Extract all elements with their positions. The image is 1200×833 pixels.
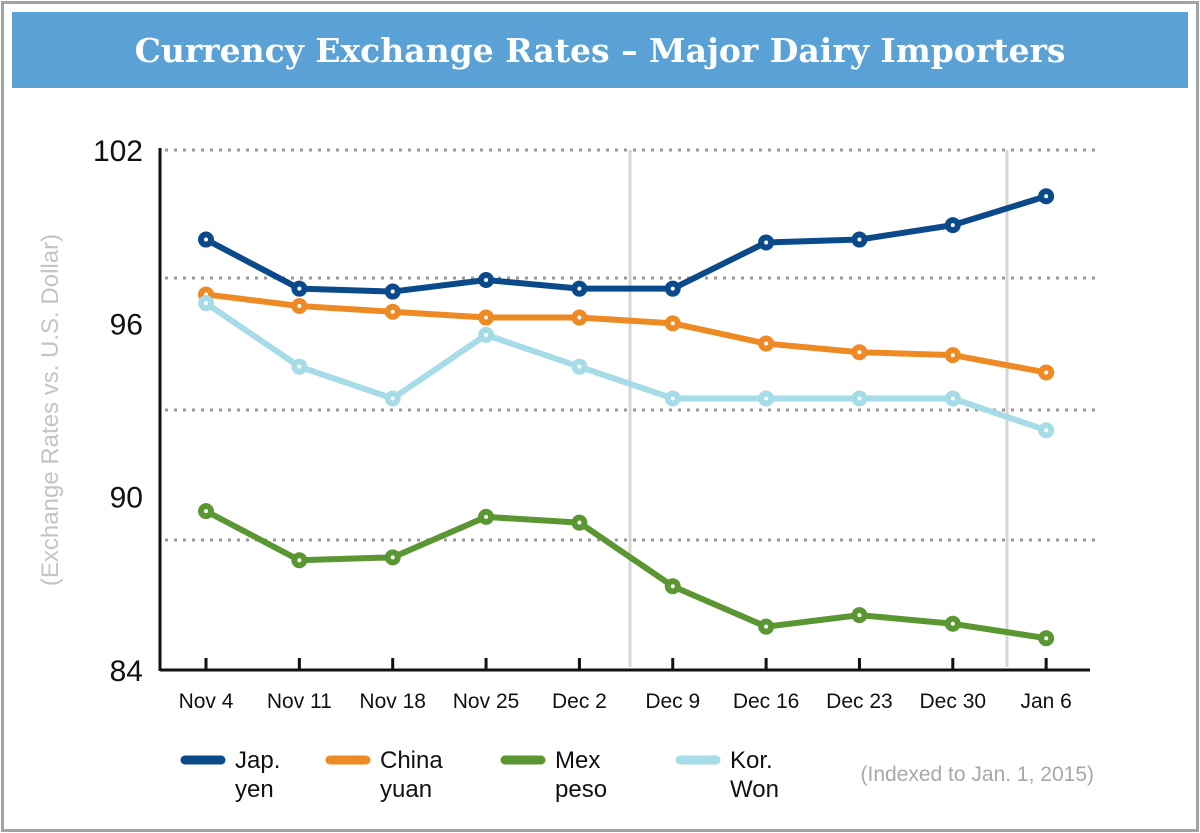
data-point-center <box>1044 428 1049 433</box>
data-point-center <box>950 396 955 401</box>
y-tick-label: 96 <box>110 308 143 341</box>
legend-label: Mex <box>555 747 600 774</box>
data-point-center <box>484 278 489 282</box>
data-point-center <box>670 584 675 589</box>
data-point-center <box>950 353 955 358</box>
x-tick-label: Dec 9 <box>645 690 700 713</box>
x-tick-label: Jan 6 <box>1020 690 1071 713</box>
data-point-center <box>857 237 862 242</box>
series-line-mex-peso <box>204 508 1047 642</box>
data-point-center <box>577 315 582 320</box>
data-point-center <box>670 396 675 401</box>
data-point-center <box>297 364 302 369</box>
legend-label: Jap. <box>235 747 280 774</box>
data-point-center <box>950 621 955 626</box>
data-point-center <box>670 286 675 291</box>
data-point-center <box>204 509 208 514</box>
data-point-center <box>390 309 395 314</box>
legend-label: Won <box>730 776 779 803</box>
data-point-center <box>1044 194 1049 199</box>
data-point-center <box>297 286 302 291</box>
data-point-center <box>764 341 769 346</box>
y-axis-label: (Exchange Rates vs. U.S. Dollar) <box>37 234 64 586</box>
legend-label: yen <box>235 776 274 803</box>
x-tick-label: Nov 4 <box>179 690 234 713</box>
data-point-center <box>297 558 302 563</box>
x-tick-label: Nov 11 <box>267 690 332 713</box>
data-point-center <box>484 315 489 320</box>
y-tick-label: 84 <box>110 655 143 688</box>
data-point-center <box>670 321 675 326</box>
series-line-china-yuan <box>205 291 1047 376</box>
data-point-center <box>390 555 395 560</box>
y-tick-label: 102 <box>93 135 143 168</box>
data-point-center <box>204 301 208 306</box>
data-point-center <box>390 289 395 294</box>
legend-label: Kor. <box>730 747 773 774</box>
data-point-center <box>390 396 395 401</box>
data-point-center <box>857 350 862 355</box>
x-tick-label: Nov 25 <box>453 690 520 713</box>
data-point-center <box>577 364 582 369</box>
y-tick-label: 90 <box>110 482 143 515</box>
data-point-center <box>204 237 208 242</box>
series-line-jap-yen <box>204 193 1048 295</box>
data-point-center <box>764 624 769 629</box>
legend-label: China <box>380 747 443 774</box>
x-tick-label: Dec 2 <box>552 690 607 713</box>
data-point-center <box>857 396 862 401</box>
data-point-center <box>297 304 302 308</box>
data-point-center <box>764 240 769 245</box>
data-point-center <box>1044 636 1049 641</box>
x-tick-label: Nov 18 <box>359 690 426 713</box>
data-point-center <box>484 514 489 519</box>
legend-label: yuan <box>380 776 432 803</box>
x-tick-label: Dec 30 <box>920 690 987 713</box>
data-point-center <box>1044 370 1049 375</box>
indexed-note: (Indexed to Jan. 1, 2015) <box>861 763 1095 786</box>
legend-label: peso <box>555 776 607 803</box>
data-point-center <box>577 286 582 291</box>
data-point-center <box>484 332 489 337</box>
chart-title: Currency Exchange Rates – Major Dairy Im… <box>12 12 1188 88</box>
data-point-center <box>857 613 862 618</box>
data-point-center <box>950 223 955 228</box>
x-tick-label: Dec 16 <box>733 690 800 713</box>
data-point-center <box>764 396 769 401</box>
x-tick-label: Dec 23 <box>826 690 893 713</box>
series-line-kor-won <box>204 300 1048 434</box>
data-point-center <box>577 520 582 525</box>
